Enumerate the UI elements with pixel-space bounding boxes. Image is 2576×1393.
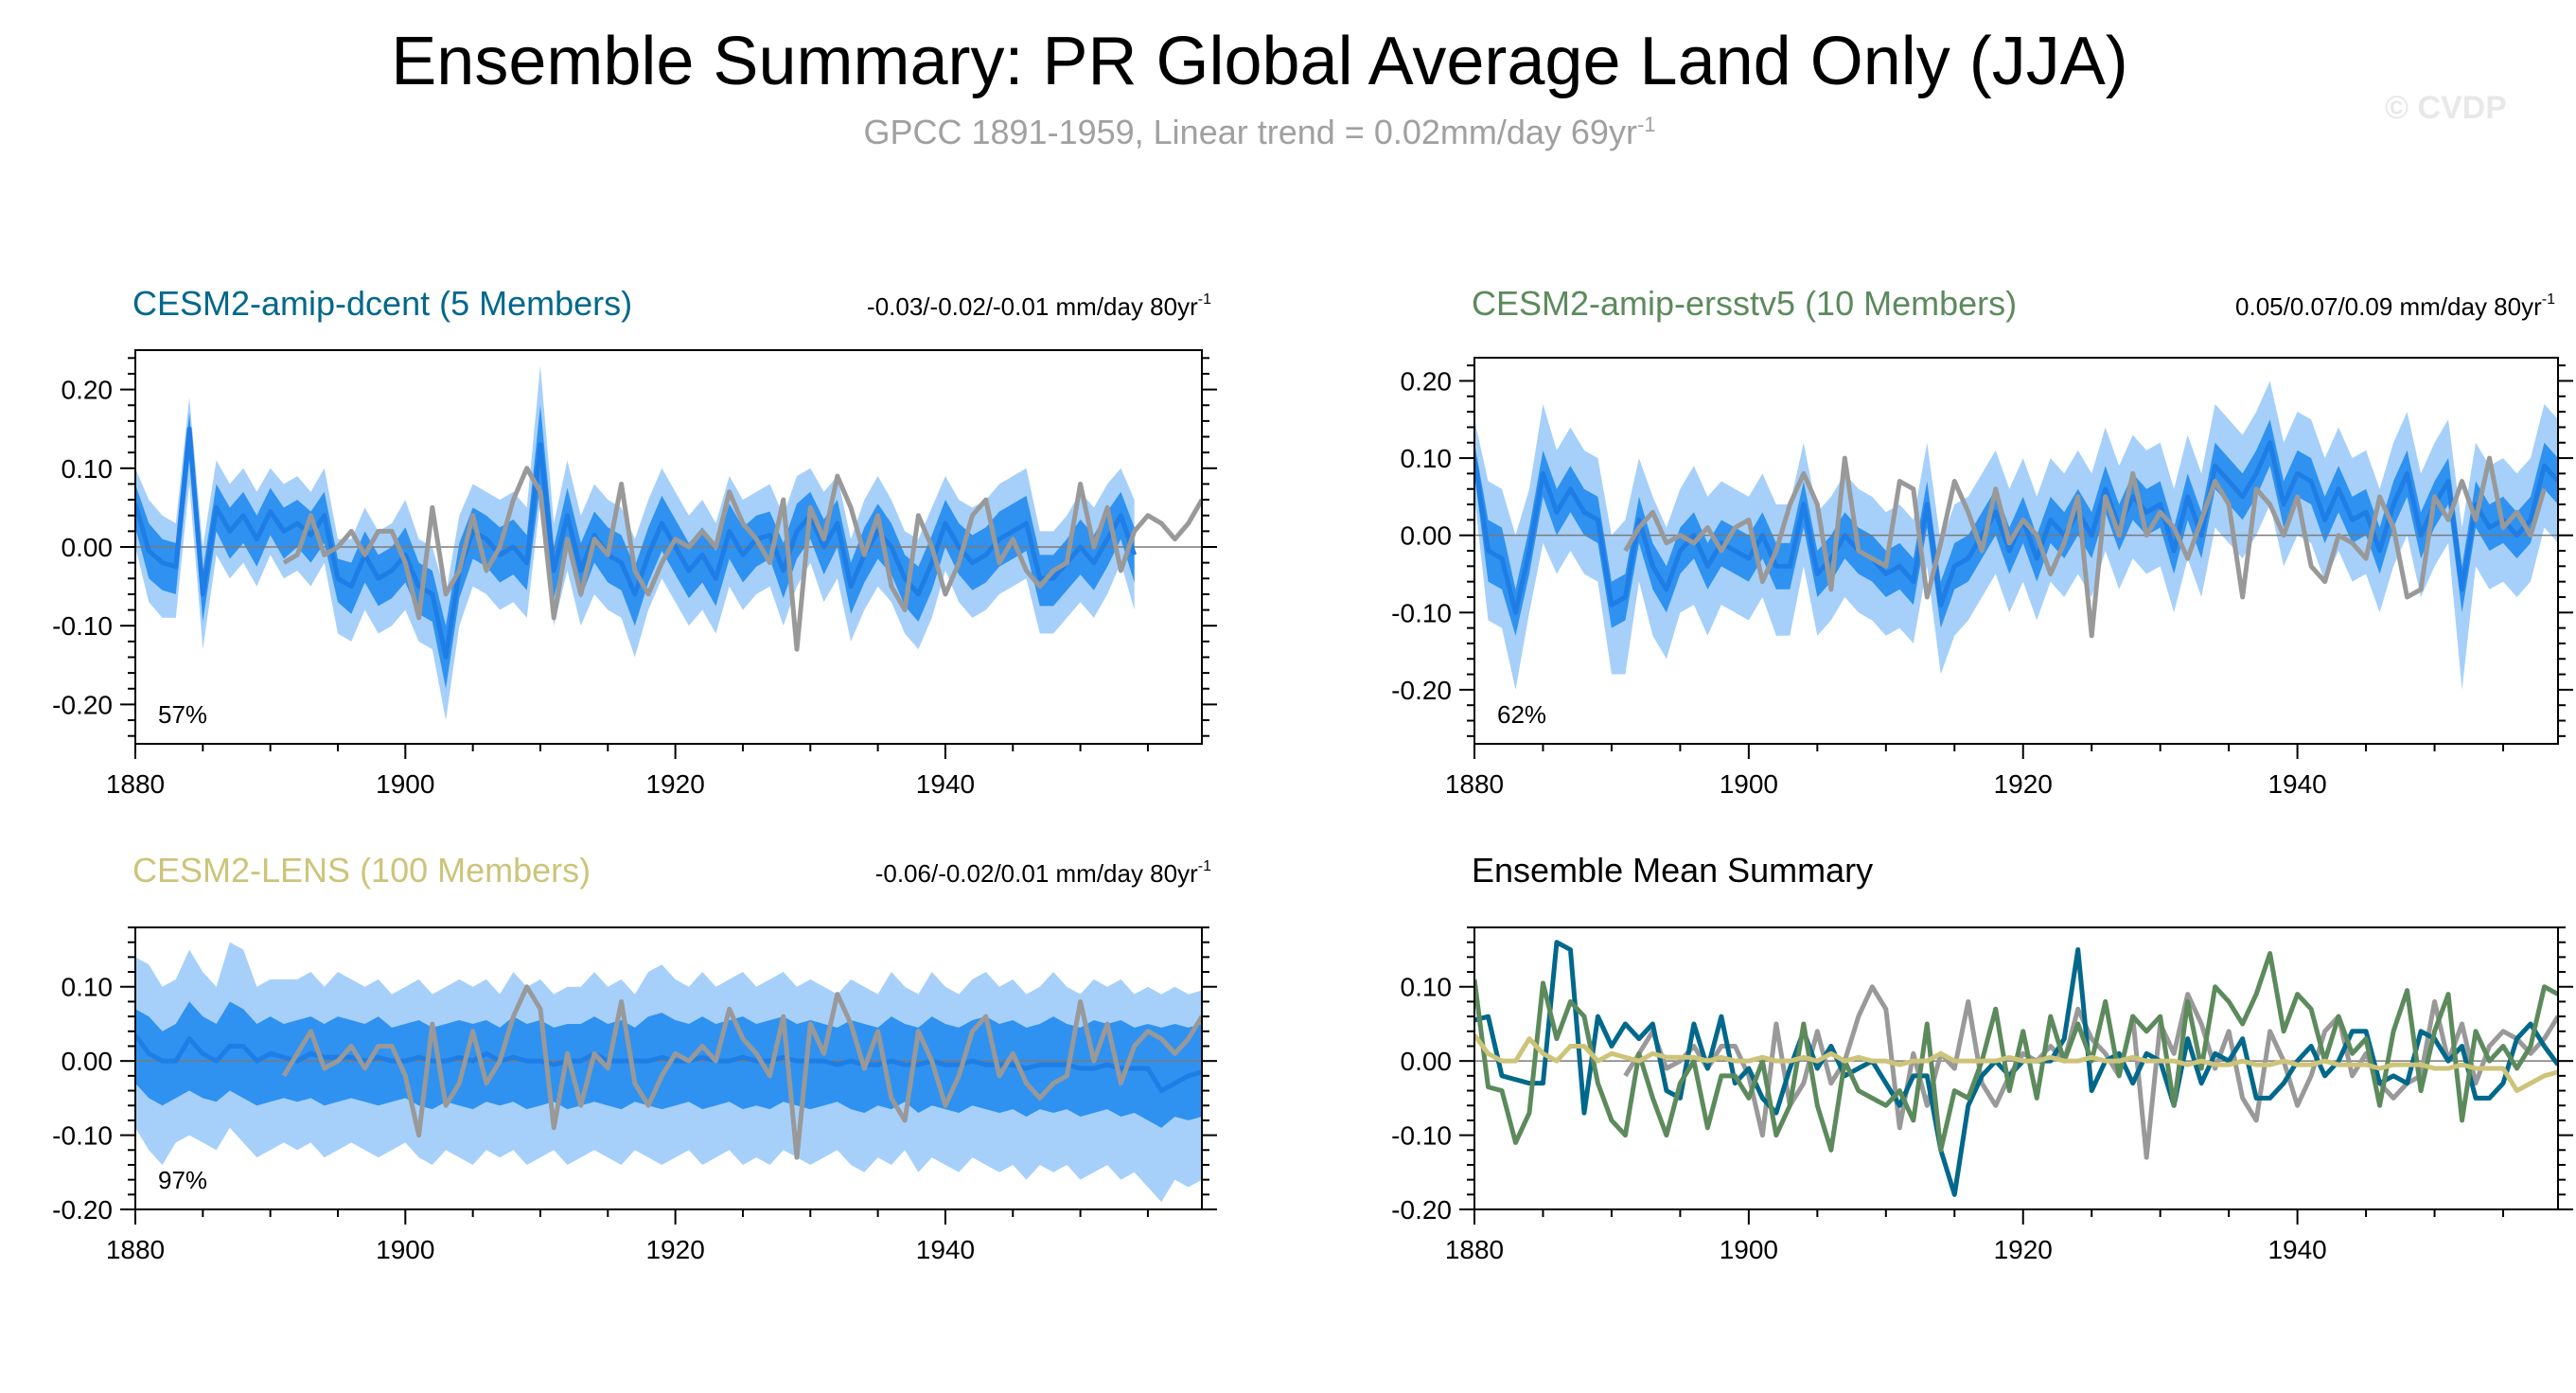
x-tick-label: 1920: [645, 1235, 704, 1264]
series-line-0: [1623, 984, 2558, 1160]
trend-label: -0.03/-0.02/-0.01 mm/day 80yr-1: [867, 291, 1211, 321]
page-subtitle: GPCC 1891-1959, Linear trend = 0.02mm/da…: [0, 104, 2519, 153]
panel-title: CESM2-LENS (100 Members): [132, 851, 591, 890]
x-tick-label: 1920: [645, 769, 704, 799]
y-tick-label: -0.20: [52, 690, 113, 719]
observation-line: [281, 984, 1202, 1160]
ensemble-mean-line: [135, 426, 1138, 660]
x-tick-label: 1880: [1445, 1235, 1504, 1264]
y-tick-label: -0.20: [52, 1195, 113, 1225]
x-tick-label: 1900: [1720, 1235, 1778, 1264]
chart-panel-ensemble-mean: Ensemble Mean Summary 0.10 0.00 -0.10 -0.20 1…: [1391, 851, 2573, 1264]
x-tick-label: 1880: [1445, 769, 1504, 799]
y-tick-label: -0.10: [1391, 1121, 1452, 1151]
panel-title: Ensemble Mean Summary: [1472, 851, 1873, 890]
plot-frame: [1473, 926, 2559, 1210]
chart-panel-ersstv5: CESM2-amip-ersstv5 (10 Members) 0.05/0.07…: [1391, 284, 2573, 799]
y-tick-label: 0.20: [1401, 366, 1453, 396]
plot-area: [1474, 380, 2558, 690]
x-tick-label: 1940: [916, 769, 975, 799]
plot-frame: [134, 926, 1203, 1210]
x-tick-label: 1920: [1994, 1235, 2053, 1264]
observation-line: [282, 466, 1202, 652]
subtitle-text: GPCC 1891-1959, Linear trend = 0.02mm/da…: [863, 113, 1637, 151]
plot-area: [135, 365, 1202, 721]
y-tick-label: -0.10: [1391, 598, 1452, 627]
subtitle-superscript: -1: [1636, 113, 1656, 136]
panel-title: CESM2-amip-ersstv5 (10 Members): [1472, 284, 2017, 323]
x-tick-label: 1900: [376, 769, 434, 799]
y-tick-label: 0.20: [62, 376, 114, 405]
panel-title: CESM2-amip-dcent (5 Members): [132, 284, 632, 323]
y-tick-label: -0.20: [1391, 676, 1452, 705]
chart-panel-lens: CESM2-LENS (100 Members) -0.06/-0.02/0.01…: [52, 851, 1217, 1264]
plot-area: [135, 942, 1202, 1203]
y-tick-label: 0.10: [62, 973, 114, 1002]
x-tick-label: 1920: [1994, 769, 2053, 799]
x-tick-label: 1940: [916, 1235, 975, 1264]
chart-panel-dcent: CESM2-amip-dcent (5 Members) -0.03/-0.02/…: [52, 284, 1217, 799]
y-tick-label: 0.10: [62, 454, 114, 484]
y-tick-label: -0.10: [52, 611, 113, 641]
y-tick-label: -0.10: [52, 1121, 113, 1151]
x-tick-label: 1940: [2267, 1235, 2326, 1264]
trend-label: -0.06/-0.02/0.01 mm/day 80yr-1: [875, 858, 1211, 888]
x-tick-label: 1900: [1720, 769, 1778, 799]
page-title: Ensemble Summary: PR Global Average Land…: [391, 24, 2128, 99]
percent-label: 62%: [1497, 700, 1546, 729]
x-tick-label: 1880: [106, 1235, 165, 1264]
plot-area: [1474, 940, 2558, 1197]
x-tick-label: 1940: [2267, 769, 2326, 799]
trend-label: 0.05/0.07/0.09 mm/day 80yr-1: [2235, 291, 2555, 321]
y-tick-label: 0.00: [62, 1047, 114, 1076]
percent-label: 97%: [158, 1166, 207, 1194]
ensemble-mean-line: [135, 1033, 1202, 1094]
observation-line: [1623, 455, 2547, 639]
x-tick-label: 1900: [376, 1235, 434, 1264]
y-tick-label: 0.10: [1401, 444, 1453, 473]
percent-label: 57%: [158, 700, 207, 729]
y-tick-label: 0.00: [62, 533, 114, 562]
series-line-2: [1474, 950, 2558, 1153]
y-tick-label: 0.00: [1401, 1047, 1453, 1076]
y-tick-label: 0.10: [1401, 973, 1453, 1002]
watermark: © CVDP: [2385, 90, 2507, 126]
x-tick-label: 1880: [106, 769, 165, 799]
series-line-3: [1474, 1033, 2558, 1094]
y-tick-label: -0.20: [1391, 1195, 1452, 1225]
y-tick-label: 0.00: [1401, 521, 1453, 551]
outer-spread-band: [135, 365, 1135, 721]
